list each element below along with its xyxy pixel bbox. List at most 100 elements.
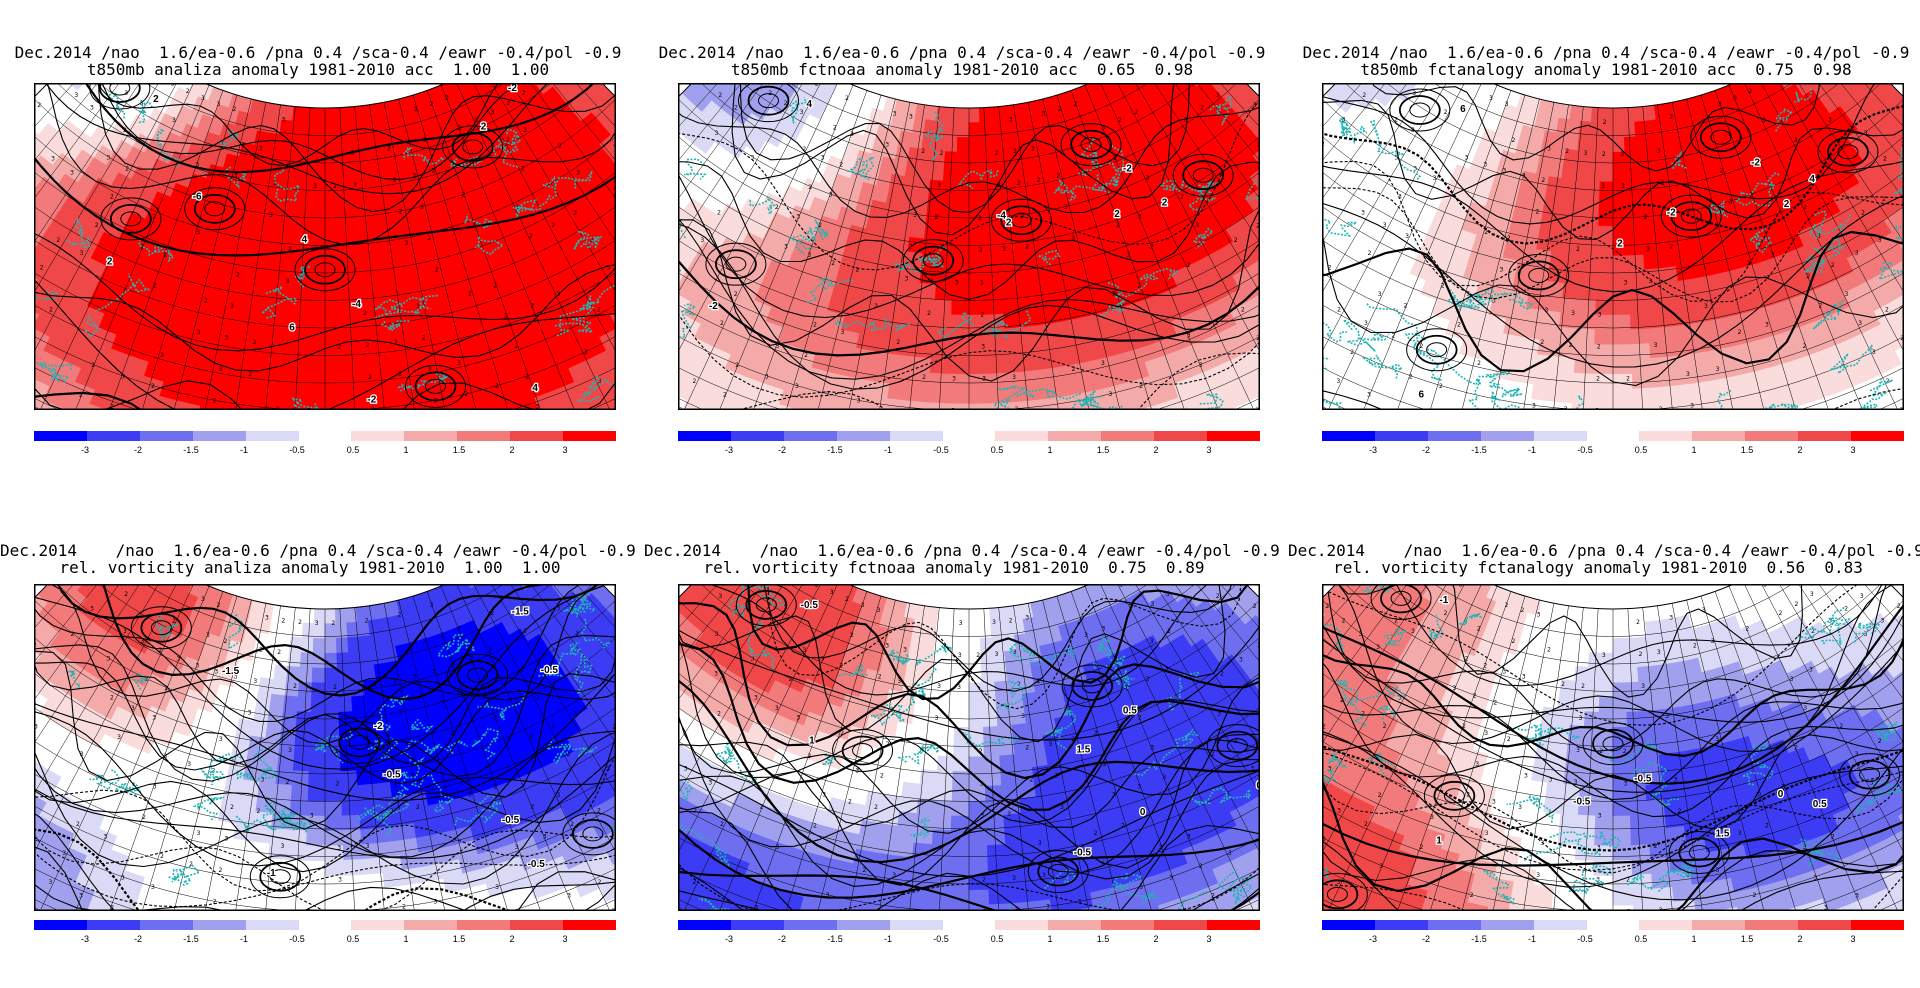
contour-line (34, 170, 616, 352)
grid-value: 2 (1457, 321, 1461, 328)
grid-value: 3 (288, 747, 292, 754)
shade-cell (808, 100, 827, 120)
grid-value: 3 (196, 229, 200, 236)
colorbar-swatch (563, 431, 616, 441)
grid-value: 2 (1072, 366, 1076, 373)
grid-value: 3 (1216, 92, 1220, 99)
grid-value: 3 (121, 874, 125, 881)
grid-value: 2 (110, 194, 114, 201)
shade-cell (303, 403, 326, 410)
grid-value: 3 (1505, 101, 1509, 108)
map-wedge: 2 3 3 2 2 3 3 3 2 2 3 3 3 2 2 2 3 3 3 2 3 2 3 2 2 2 2 3 3 2 2 2 3 2 3 3 2 3 2 3… (34, 83, 616, 410)
grid-value: 3 (841, 329, 845, 336)
coastline (1208, 95, 1234, 126)
grid-value: 3 (913, 212, 917, 219)
shade-cell (1245, 113, 1260, 136)
shade-cell (1590, 106, 1604, 124)
grid-value: 3 (807, 252, 811, 259)
shade-cell (968, 225, 985, 242)
grid-value: 2 (802, 146, 806, 153)
shade-cell (979, 136, 994, 153)
shade-cell (901, 280, 921, 299)
coastline (261, 285, 298, 319)
contour-label: -2 (1667, 208, 1676, 219)
shade-cell (983, 239, 1001, 257)
colorbar-label: 0.5 (1635, 445, 1648, 455)
grid-value: 2 (1626, 376, 1630, 383)
coastline (893, 256, 944, 274)
shade-cell (273, 664, 289, 682)
grid-value: 3 (1042, 110, 1046, 117)
shade-cell (1029, 398, 1053, 410)
grid-value: 2 (140, 243, 144, 250)
contour-ring (109, 204, 152, 234)
shade-cell (1575, 328, 1596, 346)
grid-value: 2 (151, 383, 155, 390)
contour-line (678, 103, 1260, 218)
grid-value: 3 (504, 313, 508, 320)
meridian-line (1161, 83, 1260, 339)
grid-value: 3 (1012, 374, 1016, 381)
grid-value: 2 (1241, 307, 1245, 314)
shade-cell (258, 176, 275, 194)
coastline (138, 238, 175, 263)
colorbar: -3 -2 -1.5 -1 -0.5 0.5 1 1.5 2 3 (34, 431, 616, 461)
shade-cell (334, 607, 348, 625)
shade-cell (324, 712, 340, 728)
colorbar-swatch (140, 431, 193, 441)
grid-value: 3 (90, 606, 94, 613)
grid-value: 2 (808, 184, 812, 191)
shade-cell (926, 402, 950, 410)
shade-cell (1355, 89, 1376, 111)
grid-value: 2 (331, 620, 335, 627)
grid-value: 2 (1139, 383, 1143, 390)
grid-value: 2 (521, 165, 525, 172)
grid-value: 2 (1420, 343, 1424, 350)
coastline (107, 91, 126, 119)
shade-cell (324, 166, 339, 183)
shade-cell (953, 225, 970, 242)
shade-cell (298, 666, 314, 684)
colorbar-label: -1.5 (1471, 445, 1487, 455)
map-plot: 2 3 2 2 3 2 3 2 2 3 2 3 2 3 2 3 3 2 2 3 3 3 3 3 3 2 3 3 2 2 3 3 3 2 2 2 3 3 3 3… (1322, 83, 1904, 410)
grid-value: 3 (1499, 266, 1503, 273)
shade-cell (305, 359, 326, 375)
grid-value: 3 (678, 222, 682, 229)
grid-value: 3 (1654, 342, 1658, 349)
grid-value: 2 (1368, 250, 1372, 257)
grid-value: 3 (151, 884, 155, 891)
shade-cell (944, 136, 959, 153)
colorbar-label: 2 (1153, 445, 1158, 455)
colorbar-label: -3 (725, 445, 733, 455)
grid-value: 3 (457, 360, 461, 367)
coastline (936, 310, 975, 339)
shade-cell (297, 180, 313, 198)
shade-cell (337, 696, 354, 713)
coastline (380, 320, 410, 332)
shade-cell (1557, 192, 1574, 210)
grid-value: 3 (584, 349, 588, 356)
grid-value: 2 (551, 222, 555, 229)
contour-ring (990, 198, 1052, 242)
shade-cell (820, 401, 845, 410)
grid-value: 2 (558, 143, 562, 150)
shade-cell (335, 637, 350, 654)
grid-value: 3 (606, 264, 610, 271)
shade-cell (343, 372, 366, 390)
grid-value: 3 (784, 243, 788, 250)
shade-cell (241, 398, 265, 410)
grid-value: 3 (171, 83, 175, 88)
coastline (474, 233, 505, 255)
grid-value: 3 (978, 215, 982, 222)
parallel-line (34, 156, 616, 301)
panel-title-line2: rel. vorticity analiza anomaly 1981-2010… (59, 558, 561, 577)
grid-value: 3 (265, 615, 269, 622)
shade-cell (968, 181, 983, 198)
shade-cell (909, 222, 927, 240)
shade-cell (1243, 376, 1260, 401)
shade-cell (1612, 299, 1631, 316)
grid-value: 3 (106, 656, 110, 663)
shade-cell (428, 405, 453, 410)
grid-value: 2 (1720, 168, 1724, 175)
